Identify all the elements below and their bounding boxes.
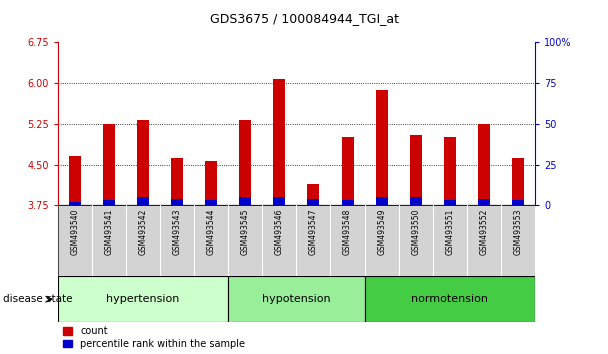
Bar bbox=[342, 200, 353, 205]
Bar bbox=[171, 158, 183, 205]
Text: hypertension: hypertension bbox=[106, 294, 180, 304]
Text: GSM493540: GSM493540 bbox=[71, 209, 79, 255]
Text: GSM493542: GSM493542 bbox=[139, 209, 148, 255]
Text: GDS3675 / 100084944_TGI_at: GDS3675 / 100084944_TGI_at bbox=[210, 12, 398, 25]
Bar bbox=[512, 158, 524, 205]
Bar bbox=[478, 124, 490, 205]
Bar bbox=[206, 161, 217, 205]
Bar bbox=[342, 137, 353, 205]
Bar bbox=[376, 90, 387, 205]
Text: hypotension: hypotension bbox=[262, 294, 331, 304]
Bar bbox=[171, 199, 183, 205]
Text: GSM493553: GSM493553 bbox=[514, 209, 522, 255]
Text: GSM493552: GSM493552 bbox=[479, 209, 488, 255]
Bar bbox=[69, 156, 81, 205]
Text: GSM493547: GSM493547 bbox=[309, 209, 318, 255]
Bar bbox=[478, 199, 490, 205]
Bar bbox=[103, 124, 115, 205]
Bar bbox=[240, 197, 251, 205]
Text: disease state: disease state bbox=[3, 294, 72, 304]
Text: GSM493545: GSM493545 bbox=[241, 209, 250, 255]
Bar bbox=[274, 197, 285, 205]
Bar bbox=[376, 197, 387, 205]
Bar bbox=[240, 120, 251, 205]
Bar bbox=[206, 200, 217, 205]
Bar bbox=[69, 202, 81, 205]
Bar bbox=[308, 199, 319, 205]
Text: GSM493551: GSM493551 bbox=[445, 209, 454, 255]
Bar bbox=[137, 120, 149, 205]
Bar bbox=[228, 276, 365, 322]
Bar bbox=[137, 197, 149, 205]
Text: normotension: normotension bbox=[411, 294, 488, 304]
Bar bbox=[444, 137, 456, 205]
Text: GSM493541: GSM493541 bbox=[105, 209, 114, 255]
Text: GSM493544: GSM493544 bbox=[207, 209, 216, 255]
Bar bbox=[444, 200, 456, 205]
Bar bbox=[410, 135, 422, 205]
Text: GSM493543: GSM493543 bbox=[173, 209, 182, 255]
Bar bbox=[58, 276, 228, 322]
Bar bbox=[410, 197, 422, 205]
Text: GSM493548: GSM493548 bbox=[343, 209, 352, 255]
Bar bbox=[308, 184, 319, 205]
Text: GSM493549: GSM493549 bbox=[377, 209, 386, 255]
Bar bbox=[274, 79, 285, 205]
Bar bbox=[512, 200, 524, 205]
Bar bbox=[103, 200, 115, 205]
Text: GSM493546: GSM493546 bbox=[275, 209, 284, 255]
Legend: count, percentile rank within the sample: count, percentile rank within the sample bbox=[63, 326, 245, 349]
Bar bbox=[365, 276, 535, 322]
Text: GSM493550: GSM493550 bbox=[411, 209, 420, 255]
